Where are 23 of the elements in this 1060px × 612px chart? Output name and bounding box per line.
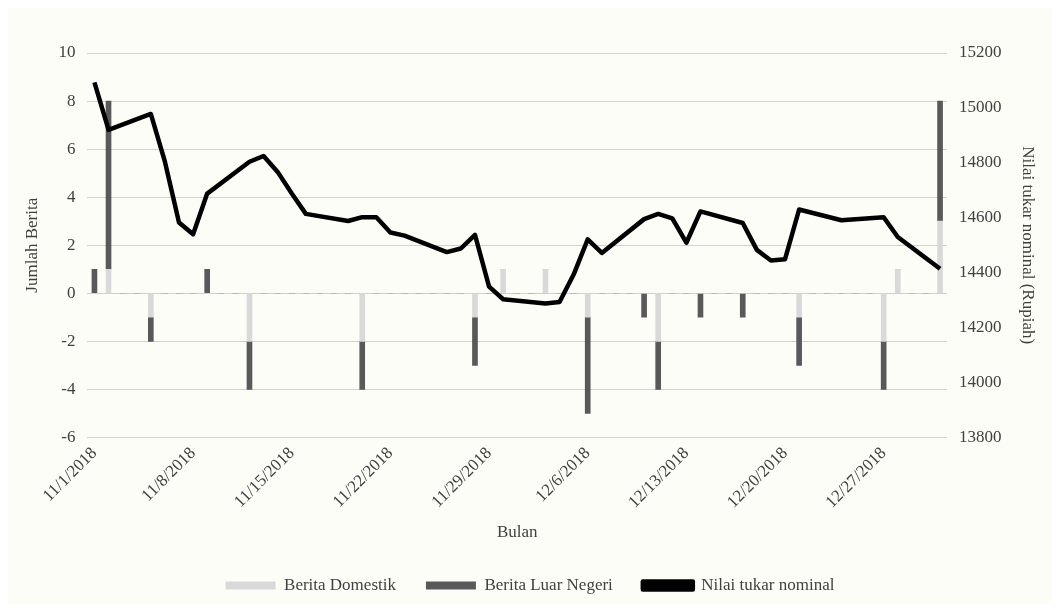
y2-tick-label: 14600 [959,207,1002,227]
y-tick-label: 2 [66,234,76,254]
y-tick-label: -6 [61,426,76,446]
y-tick-label: 10 [58,42,76,62]
y2-tick-label: 15200 [959,42,1002,62]
y2-tick-label: 14800 [959,152,1002,172]
y-tick-label: 6 [66,138,76,158]
y2-axis-title: Nilai tukar nominal (Rupiah) [1019,146,1039,345]
legend-label: Nilai tukar nominal [701,574,835,594]
y2-tick-label: 14200 [959,317,1002,337]
y-axis-title: Jumlah Berita [21,197,41,293]
y2-tick-label: 15000 [959,97,1002,117]
y2-tick-label: 14400 [959,262,1002,282]
legend-label: Berita Domestik [284,574,397,594]
y-tick-label: -2 [61,330,76,350]
y-tick-label: 8 [66,90,76,110]
legend-label: Berita Luar Negeri [484,574,614,594]
y2-tick-label: 13800 [959,426,1002,446]
x-axis-title: Bulan [496,522,539,542]
y-tick-label: 0 [66,282,76,302]
y2-tick-label: 14000 [959,371,1002,391]
y-tick-label: 4 [66,186,76,206]
y-tick-label: -4 [61,378,76,398]
